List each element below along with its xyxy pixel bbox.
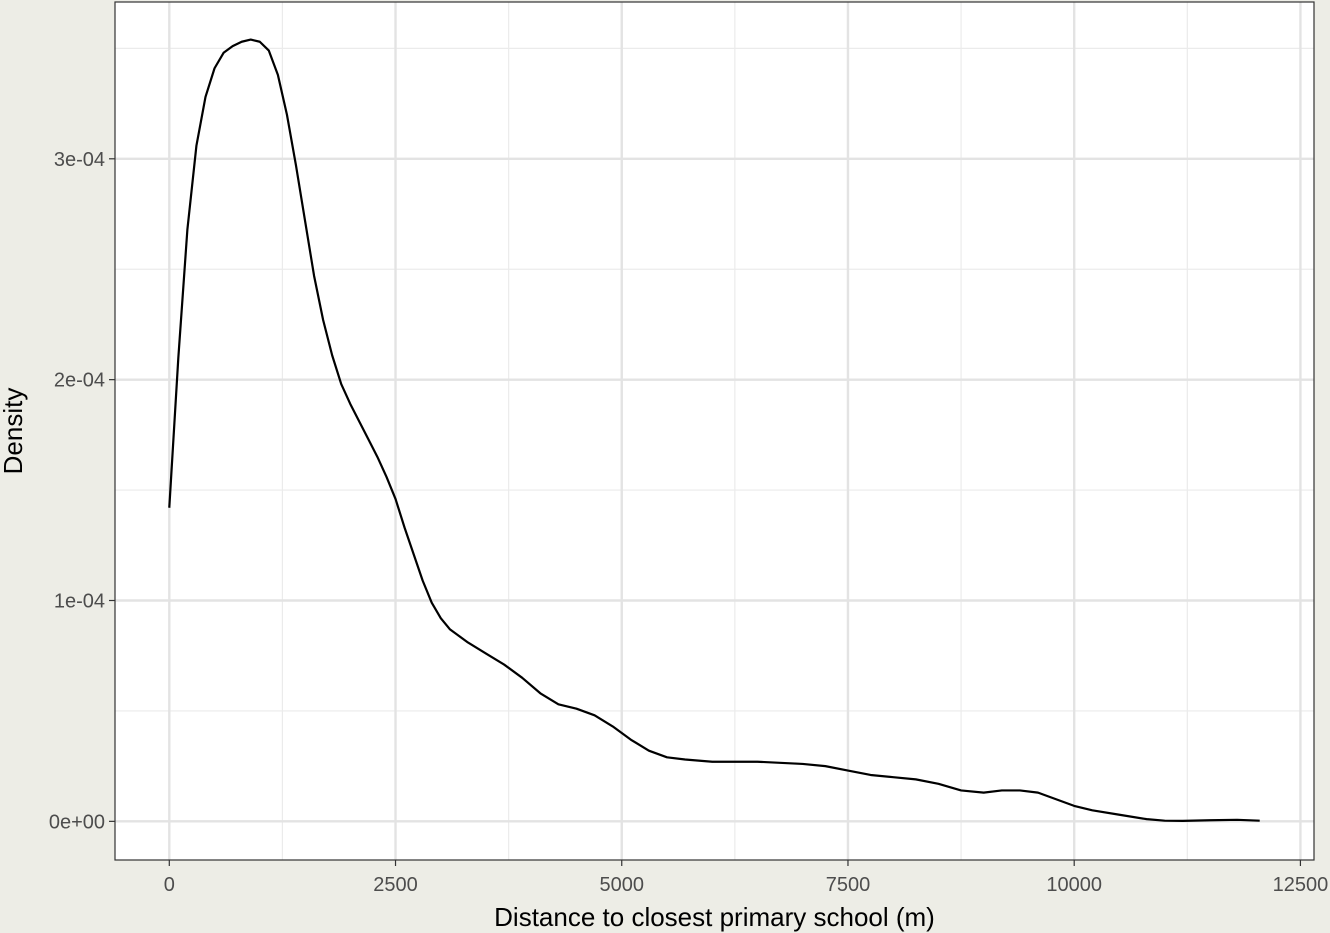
y-axis-ticks: 0e+00 1e-04 2e-04 3e-04 (49, 149, 115, 833)
major-gridlines (115, 2, 1314, 860)
plot-panel (115, 2, 1314, 860)
x-tick-label: 0 (164, 874, 175, 896)
x-tick-label: 12500 (1273, 874, 1329, 896)
density-line (168, 38, 1260, 823)
minor-gridlines (115, 2, 1314, 860)
y-tick-label: 0e+00 (49, 811, 105, 833)
x-tick-label: 10000 (1046, 874, 1102, 896)
x-tick-label: 5000 (599, 874, 644, 896)
y-axis-title: Density (0, 388, 28, 475)
y-tick-label: 1e-04 (54, 591, 105, 613)
x-tick-label: 2500 (373, 874, 418, 896)
y-tick-label: 3e-04 (54, 149, 105, 171)
x-axis-title: Distance to closest primary school (m) (494, 902, 935, 932)
plot-border (114, 1, 1315, 861)
y-tick-label: 2e-04 (54, 370, 105, 392)
x-axis-ticks: 0 2500 5000 7500 10000 12500 (164, 860, 1329, 896)
x-tick-label: 7500 (826, 874, 871, 896)
